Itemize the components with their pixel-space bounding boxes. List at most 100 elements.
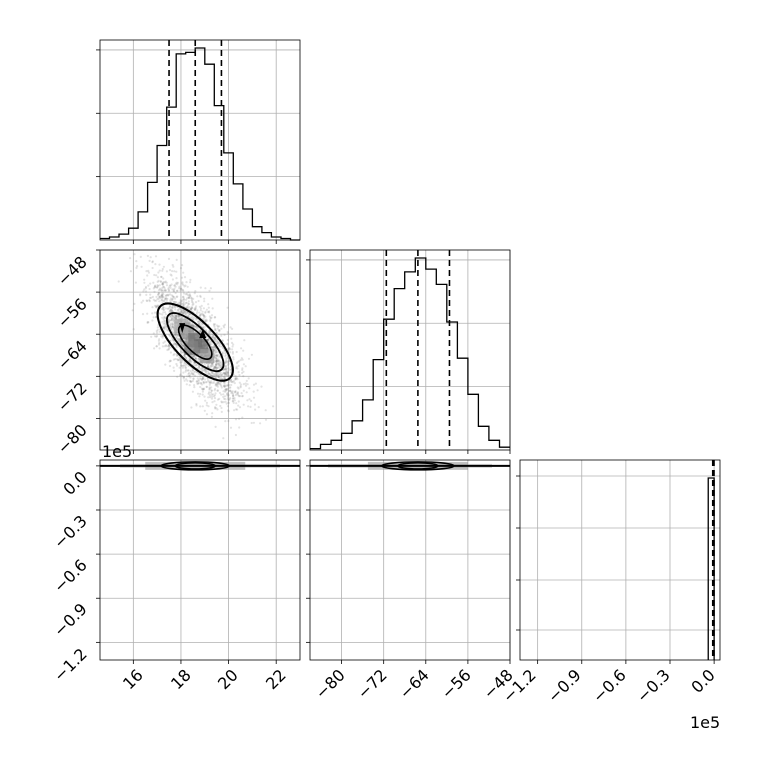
- sample-point: [186, 339, 189, 342]
- sample-point: [224, 420, 227, 423]
- sample-point: [117, 280, 120, 283]
- sample-point: [209, 381, 213, 384]
- sample-point: [167, 347, 170, 350]
- sample-point: [164, 363, 167, 366]
- sample-point: [226, 371, 229, 374]
- sample-point: [198, 320, 201, 323]
- sample-point: [222, 393, 225, 396]
- sample-point: [218, 330, 221, 333]
- sample-point: [218, 391, 221, 394]
- sample-point: [151, 306, 154, 309]
- sample-point: [172, 339, 175, 342]
- sample-point: [198, 314, 201, 317]
- sample-point: [186, 379, 189, 382]
- sample-point: [193, 316, 196, 319]
- sample-point: [180, 276, 184, 279]
- sample-point: [212, 367, 215, 370]
- sample-point: [168, 324, 171, 327]
- sample-point: [186, 312, 189, 315]
- sample-point: [171, 263, 174, 267]
- sample-point: [208, 310, 211, 313]
- sample-point: [225, 388, 228, 391]
- sample-point: [181, 316, 184, 319]
- sample-point: [224, 361, 227, 364]
- sample-point: [205, 370, 208, 373]
- sample-point: [164, 289, 168, 292]
- sample-point: [156, 276, 159, 279]
- sample-point: [218, 329, 221, 332]
- sample-point: [217, 359, 221, 362]
- sample-point: [252, 421, 255, 424]
- sample-point: [199, 329, 202, 333]
- sample-point: [147, 321, 150, 324]
- sample-point: [236, 361, 239, 364]
- sample-point: [214, 346, 217, 349]
- sample-point: [136, 242, 138, 244]
- sample-point: [162, 299, 165, 302]
- sample-point: [214, 407, 217, 410]
- sample-point: [225, 365, 228, 368]
- sample-point: [234, 393, 237, 397]
- sample-point: [181, 344, 184, 347]
- sample-point: [168, 346, 171, 349]
- sample-point: [190, 307, 193, 310]
- sample-point: [135, 260, 138, 263]
- sample-point: [141, 313, 145, 316]
- p1-ytick-label: −72: [54, 378, 91, 415]
- sample-point: [191, 368, 194, 371]
- sample-point: [184, 284, 187, 287]
- sample-point: [213, 372, 216, 376]
- sample-point: [173, 306, 177, 309]
- sample-point: [151, 260, 154, 263]
- sample-point: [156, 328, 159, 331]
- sample-point: [220, 327, 223, 330]
- sample-point: [133, 253, 136, 256]
- sample-point: [182, 343, 185, 346]
- sample-point: [242, 375, 245, 378]
- sample-point: [238, 381, 241, 384]
- sample-point: [183, 362, 186, 365]
- sample-point: [226, 342, 229, 345]
- sample-point: [237, 395, 241, 398]
- sample-point: [231, 348, 234, 351]
- sample-point: [160, 294, 164, 297]
- sample-point: [205, 404, 208, 407]
- sample-point: [241, 416, 244, 419]
- sample-point: [146, 312, 149, 315]
- sample-point: [153, 273, 156, 277]
- sample-point: [208, 315, 211, 318]
- sample-point: [218, 363, 221, 367]
- sample-point: [145, 299, 148, 302]
- sample-point: [161, 298, 164, 301]
- sample-point: [146, 299, 149, 303]
- sample-point: [155, 316, 158, 319]
- sample-point: [174, 300, 177, 304]
- sample-point: [178, 301, 181, 304]
- sample-point: [189, 370, 192, 373]
- sample-point: [184, 301, 188, 304]
- sample-point: [217, 382, 220, 385]
- sample-point: [173, 314, 177, 317]
- sample-point: [176, 358, 179, 361]
- sample-point: [169, 327, 172, 330]
- sample-point: [188, 359, 191, 362]
- sample-point: [200, 383, 204, 386]
- sample-point: [164, 296, 167, 299]
- sample-point: [209, 287, 212, 290]
- sample-point: [226, 383, 229, 386]
- sample-point: [175, 258, 178, 261]
- sample-point: [188, 384, 191, 387]
- sample-point: [190, 297, 193, 300]
- contour-p0-p2-1: [174, 462, 217, 470]
- sample-point: [204, 310, 207, 313]
- sample-point: [177, 338, 180, 341]
- sample-point: [171, 310, 174, 313]
- sample-point: [201, 310, 204, 313]
- sample-point: [174, 316, 177, 320]
- sample-point: [218, 381, 221, 384]
- sample-point: [157, 289, 161, 292]
- sample-point: [228, 398, 231, 401]
- sample-point: [178, 359, 181, 362]
- sample-point: [203, 395, 206, 398]
- sample-point: [154, 263, 157, 266]
